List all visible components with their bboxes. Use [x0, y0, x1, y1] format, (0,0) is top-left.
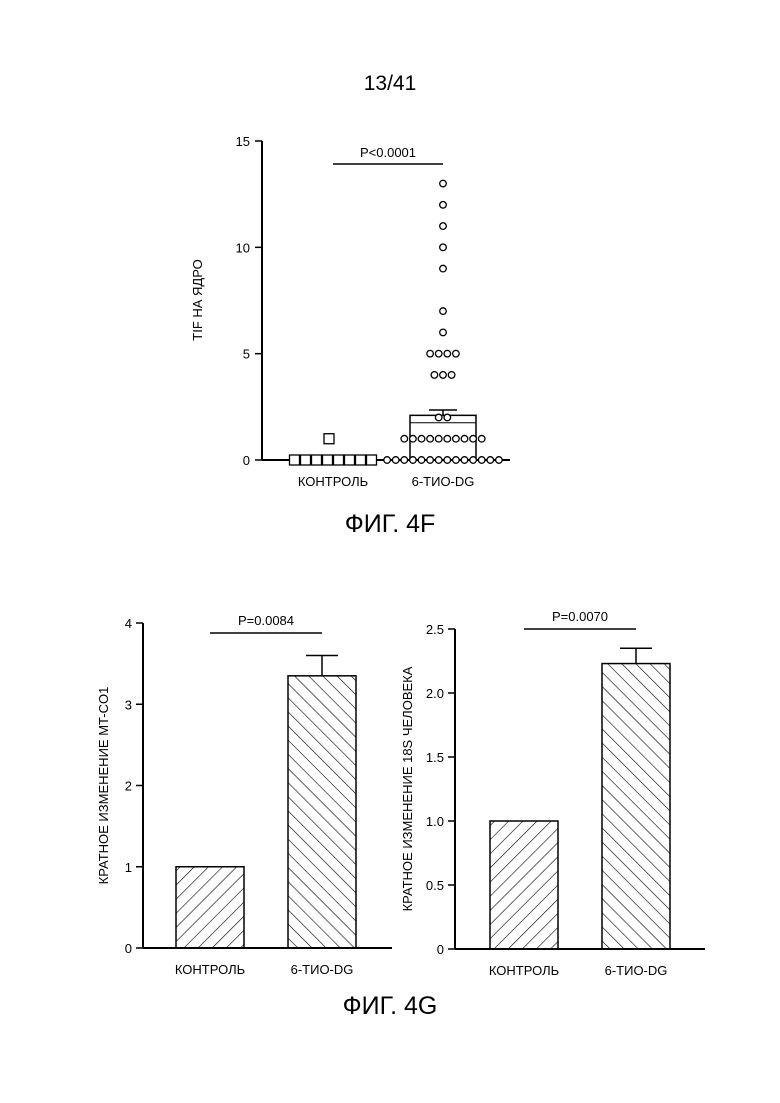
bar — [490, 821, 558, 949]
data-point-treated — [440, 265, 447, 272]
chart-fig4g-right: 0 0.5 1.0 1.5 2.0 2.5 КРАТНОЕ ИЗМЕНЕНИЕ 18S ЧЕ… — [400, 609, 705, 978]
data-point-treated — [392, 457, 399, 464]
data-point-treated — [440, 202, 447, 209]
y-tick-label: 1 — [125, 860, 132, 875]
y-tick-label: 2.0 — [426, 686, 444, 701]
data-point-treated — [384, 457, 391, 464]
data-point-treated — [487, 457, 494, 464]
data-point-control — [301, 455, 311, 465]
data-point-treated — [453, 457, 460, 464]
p-value-label: P=0.0070 — [552, 609, 608, 624]
bar — [176, 867, 244, 948]
p-value-label: P=0.0084 — [238, 613, 294, 628]
y-tick-label: 4 — [125, 616, 132, 631]
x-tick-label: КОНТРОЛЬ — [489, 963, 559, 978]
data-point-treated — [427, 435, 434, 442]
data-point-treated — [453, 435, 460, 442]
y-tick-label: 10 — [236, 240, 250, 255]
data-point-treated — [435, 457, 442, 464]
y-tick-label: 5 — [243, 347, 250, 362]
data-point-treated — [435, 435, 442, 442]
y-axis-label: КРАТНОЕ ИЗМЕНЕНИЕ MT-CO1 — [96, 687, 111, 885]
data-point-treated — [410, 435, 417, 442]
data-point-treated — [461, 435, 468, 442]
data-point-treated — [444, 350, 451, 357]
data-point-treated — [478, 435, 485, 442]
y-axis-label: TIF НА ЯДРО — [190, 259, 205, 340]
data-point-control — [345, 455, 355, 465]
chart-fig4f: 0 5 10 15 TIF НА ЯДРО КОНТРОЛЬ 6-ТИО-DG P<0.000… — [190, 134, 510, 489]
data-point-control — [324, 434, 334, 444]
bar — [602, 664, 670, 949]
data-point-treated — [470, 457, 477, 464]
y-tick-label: 0 — [125, 941, 132, 956]
bar — [288, 676, 356, 948]
y-axis-label: КРАТНОЕ ИЗМЕНЕНИЕ 18S ЧЕЛОВЕКА — [400, 666, 415, 911]
data-point-control — [367, 455, 377, 465]
data-point-treated — [427, 350, 434, 357]
x-tick-label: КОНТРОЛЬ — [175, 962, 245, 977]
x-tick-label: 6-ТИО-DG — [412, 474, 475, 489]
data-point-control — [356, 455, 366, 465]
y-tick-label: 2 — [125, 779, 132, 794]
data-point-control — [334, 455, 344, 465]
data-point-treated — [440, 329, 447, 336]
data-point-treated — [461, 457, 468, 464]
data-point-treated — [444, 435, 451, 442]
data-point-treated — [401, 457, 408, 464]
data-point-treated — [440, 180, 447, 187]
y-tick-label: 15 — [236, 134, 250, 149]
data-point-treated — [431, 372, 438, 379]
data-point-treated — [427, 457, 434, 464]
data-point-control — [323, 455, 333, 465]
data-point-treated — [444, 457, 451, 464]
data-point-control — [312, 455, 322, 465]
data-point-control — [290, 455, 300, 465]
data-point-treated — [410, 457, 417, 464]
data-point-treated — [496, 457, 503, 464]
data-point-treated — [401, 435, 408, 442]
caption-fig4f: ФИГ. 4F — [0, 510, 780, 539]
caption-fig4g: ФИГ. 4G — [0, 992, 780, 1021]
p-value-label: P<0.0001 — [360, 145, 416, 160]
y-tick-label: 1.5 — [426, 750, 444, 765]
data-point-treated — [435, 414, 442, 421]
data-point-treated — [418, 457, 425, 464]
data-point-treated — [418, 435, 425, 442]
data-point-treated — [448, 372, 455, 379]
data-point-treated — [440, 223, 447, 230]
data-point-treated — [440, 308, 447, 315]
data-point-treated — [470, 435, 477, 442]
x-tick-label: КОНТРОЛЬ — [298, 474, 368, 489]
data-point-treated — [440, 372, 447, 379]
x-tick-label: 6-ТИО-DG — [291, 962, 354, 977]
chart-fig4g-left: 0 1 2 3 4 КРАТНОЕ ИЗМЕНЕНИЕ MT-CO1 КОНТРОЛЬ 6-Т… — [96, 613, 392, 977]
data-point-treated — [453, 350, 460, 357]
y-tick-label: 0.5 — [426, 878, 444, 893]
data-point-treated — [440, 244, 447, 251]
x-tick-label: 6-ТИО-DG — [605, 963, 668, 978]
data-point-treated — [444, 414, 451, 421]
y-tick-label: 0 — [437, 942, 444, 957]
y-tick-label: 3 — [125, 697, 132, 712]
y-tick-label: 0 — [243, 453, 250, 468]
y-tick-label: 1.0 — [426, 814, 444, 829]
data-point-treated — [478, 457, 485, 464]
data-point-treated — [435, 350, 442, 357]
y-tick-label: 2.5 — [426, 622, 444, 637]
